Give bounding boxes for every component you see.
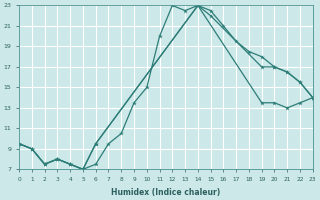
X-axis label: Humidex (Indice chaleur): Humidex (Indice chaleur) (111, 188, 220, 197)
